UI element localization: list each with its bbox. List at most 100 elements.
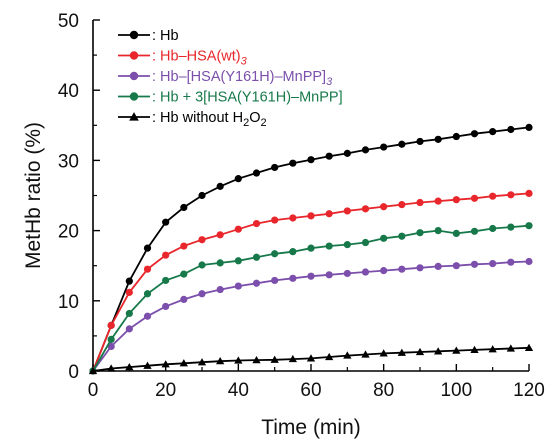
data-point xyxy=(507,191,514,198)
x-tick-label: 60 xyxy=(300,380,321,401)
data-point xyxy=(307,273,314,280)
legend-label-text: : Hb–[HSA(Y161H)–MnPP] xyxy=(152,69,326,85)
data-point xyxy=(180,271,187,278)
data-point xyxy=(416,264,423,271)
data-point xyxy=(380,143,387,150)
data-point xyxy=(253,280,260,287)
y-tick-label: 20 xyxy=(58,222,79,243)
data-point xyxy=(235,257,242,264)
data-point xyxy=(507,223,514,230)
data-point xyxy=(162,303,169,310)
data-point xyxy=(507,259,514,266)
data-point xyxy=(162,252,169,259)
data-point xyxy=(435,227,442,234)
x-tick-label: 20 xyxy=(155,380,176,401)
data-point xyxy=(525,190,532,197)
legend-swatch-marker xyxy=(130,51,138,59)
legend-item: : Hb without H2O2 xyxy=(118,110,267,129)
data-point xyxy=(180,204,187,211)
data-point xyxy=(144,266,151,273)
x-axis-title: Time (min) xyxy=(261,416,361,439)
legend-item: : Hb–HSA(wt)3 xyxy=(118,49,248,68)
data-point xyxy=(453,196,460,203)
legend-item: : Hb + 3[HSA(Y161H)–MnPP] xyxy=(118,90,343,106)
data-point xyxy=(235,175,242,182)
data-point xyxy=(144,290,151,297)
data-point xyxy=(344,150,351,157)
y-tick-label: 0 xyxy=(68,362,79,383)
legend-label-text: : Hb xyxy=(152,28,179,44)
data-point xyxy=(217,259,224,266)
data-point xyxy=(489,128,496,135)
data-point xyxy=(380,235,387,242)
x-tick-label: 100 xyxy=(440,380,472,401)
y-tick-label: 50 xyxy=(58,11,79,32)
series-1 xyxy=(89,190,532,375)
data-point xyxy=(198,236,205,243)
data-point xyxy=(307,212,314,219)
legend-label: : Hb + 3[HSA(Y161H)–MnPP] xyxy=(152,90,343,106)
data-point xyxy=(198,261,205,268)
data-point xyxy=(362,205,369,212)
data-point xyxy=(380,267,387,274)
y-axis-title: MetHb ratio (%) xyxy=(22,122,45,269)
data-point xyxy=(362,146,369,153)
data-point xyxy=(289,275,296,282)
data-point xyxy=(289,214,296,221)
legend-swatch-marker xyxy=(130,72,138,80)
data-point xyxy=(416,138,423,145)
data-point xyxy=(326,271,333,278)
legend-item: : Hb–[HSA(Y161H)–MnPP]3 xyxy=(118,69,333,88)
data-point xyxy=(217,231,224,238)
data-point xyxy=(398,201,405,208)
legend-label-text: : Hb + 3[HSA(Y161H)–MnPP] xyxy=(152,90,343,106)
data-point xyxy=(362,239,369,246)
data-point xyxy=(471,261,478,268)
data-point xyxy=(198,290,205,297)
data-point xyxy=(217,286,224,293)
data-point xyxy=(126,278,133,285)
data-point xyxy=(307,156,314,163)
legend-label-text: : Hb–HSA(wt) xyxy=(152,49,241,65)
data-point xyxy=(471,228,478,235)
data-point xyxy=(126,325,133,332)
data-point xyxy=(398,266,405,273)
legend-label-subscript: 3 xyxy=(241,56,248,68)
series-line xyxy=(93,193,529,371)
legend-label: : Hb–[HSA(Y161H)–MnPP]3 xyxy=(152,69,333,88)
data-point xyxy=(344,241,351,248)
legend-item: : Hb xyxy=(118,28,179,44)
plot-area xyxy=(89,124,533,375)
data-point xyxy=(326,242,333,249)
data-point xyxy=(507,126,514,133)
data-point xyxy=(162,277,169,284)
data-point xyxy=(126,310,133,317)
data-point xyxy=(471,130,478,137)
data-point xyxy=(126,289,133,296)
x-tick-label: 40 xyxy=(228,380,249,401)
data-point xyxy=(344,270,351,277)
data-point xyxy=(289,248,296,255)
data-point xyxy=(453,230,460,237)
data-point xyxy=(398,233,405,240)
data-point xyxy=(489,225,496,232)
data-point xyxy=(253,169,260,176)
data-point xyxy=(435,263,442,270)
data-point xyxy=(144,245,151,252)
data-point xyxy=(525,222,532,229)
data-point xyxy=(453,133,460,140)
data-point xyxy=(162,219,169,226)
data-point xyxy=(525,258,532,265)
data-point xyxy=(471,195,478,202)
legend: : Hb : Hb–HSA(wt)3: Hb–[HSA(Y161H)–MnPP]3… xyxy=(118,28,343,129)
data-point xyxy=(271,250,278,257)
data-point xyxy=(525,124,532,131)
data-point xyxy=(307,245,314,252)
data-point xyxy=(108,336,115,343)
legend-swatch-marker xyxy=(130,31,138,39)
data-point xyxy=(180,296,187,303)
data-point xyxy=(435,198,442,205)
data-point xyxy=(253,254,260,261)
data-point xyxy=(416,199,423,206)
